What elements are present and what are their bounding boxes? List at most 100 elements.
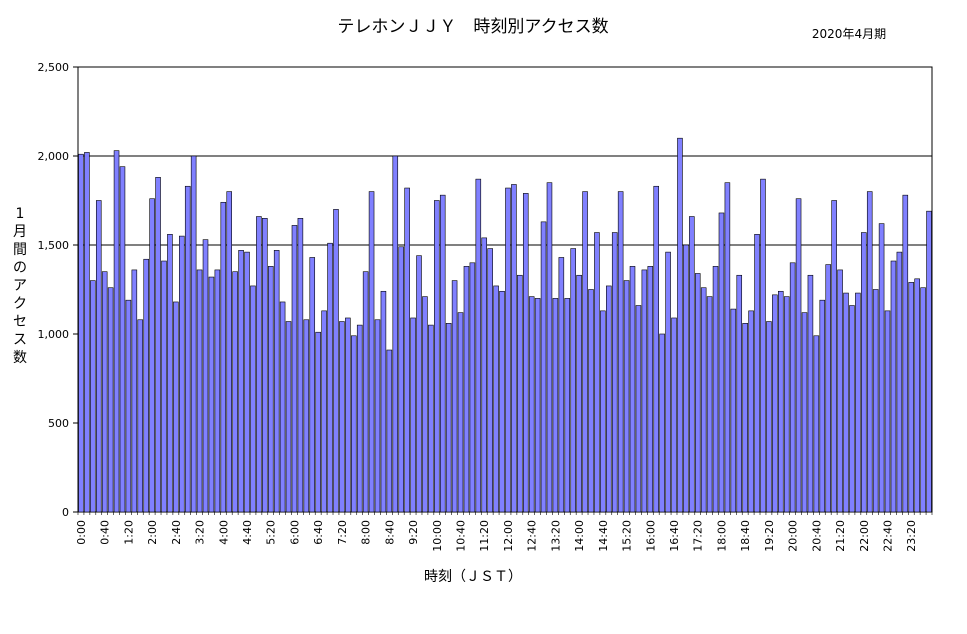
x-tick-label: 0:40 (99, 520, 112, 545)
x-tick-label: 17:20 (692, 520, 705, 552)
bar (606, 285, 612, 513)
bar (291, 225, 298, 513)
bar (386, 349, 393, 513)
bar (766, 321, 772, 513)
bar (671, 317, 677, 513)
x-axis-label: 時刻（ＪＳＴ） (424, 569, 522, 585)
bar (321, 310, 327, 513)
bar (84, 152, 90, 513)
bar (362, 271, 369, 513)
x-tick-label: 12:40 (526, 520, 539, 552)
bar (801, 312, 808, 513)
bar (760, 178, 766, 513)
bar (831, 200, 837, 513)
bar (736, 274, 743, 513)
bar (339, 321, 345, 513)
x-tick-label: 8:00 (360, 520, 373, 545)
x-tick-label: 20:40 (810, 520, 823, 552)
x-tick-label: 16:00 (644, 520, 657, 552)
bar (540, 221, 547, 513)
bar (623, 280, 630, 513)
x-tick-label: 23:20 (905, 520, 918, 552)
y-tick-label: 1,500 (38, 239, 70, 252)
bar (819, 299, 826, 513)
bar (333, 209, 339, 513)
y-tick-label: 2,000 (38, 150, 70, 163)
bar (534, 298, 541, 513)
bar (374, 319, 381, 513)
bar (570, 248, 576, 513)
bar (475, 178, 482, 513)
bar (226, 191, 232, 513)
bar (783, 296, 790, 513)
bar (594, 232, 600, 513)
bar (706, 296, 713, 513)
bar (155, 177, 161, 513)
bar (309, 257, 316, 513)
bar (528, 296, 535, 513)
bar (196, 269, 203, 513)
bar (849, 305, 855, 513)
x-tick-label: 19:20 (763, 520, 776, 552)
bar (647, 266, 654, 513)
bar (499, 290, 505, 513)
bar (143, 258, 149, 513)
bar (107, 287, 114, 513)
bar (677, 137, 683, 513)
bar (428, 324, 434, 513)
bar (279, 301, 286, 513)
x-tick-label: 10:00 (431, 520, 444, 552)
bar (558, 257, 565, 513)
bar (457, 312, 464, 513)
bar (896, 251, 903, 513)
x-tick-label: 9:20 (407, 520, 420, 545)
bar (843, 292, 849, 513)
bar (611, 232, 618, 513)
bar (890, 260, 897, 513)
x-tick-label: 22:40 (882, 520, 895, 552)
bar (564, 298, 571, 513)
bar (119, 166, 126, 513)
x-tick-label: 8:40 (383, 520, 396, 545)
bar (493, 285, 499, 513)
bar (576, 274, 582, 513)
x-tick-label: 18:00 (715, 520, 728, 552)
bar (398, 246, 404, 513)
x-tick-label: 6:40 (312, 520, 325, 545)
bar (505, 187, 511, 513)
bar (712, 266, 719, 513)
y-tick-label: 1,000 (38, 328, 70, 341)
x-tick-label: 14:00 (573, 520, 586, 552)
bar (813, 335, 820, 513)
bar (807, 274, 814, 513)
bar (546, 182, 553, 513)
x-tick-label: 16:40 (668, 520, 681, 552)
bar (926, 210, 932, 513)
bar (511, 184, 517, 513)
bar (173, 301, 179, 513)
bar (718, 212, 725, 513)
bar (208, 276, 215, 513)
x-tick-label: 5:20 (265, 520, 278, 545)
x-tick-label: 2:00 (146, 520, 159, 545)
x-tick-label: 11:20 (478, 520, 491, 552)
bar (463, 266, 470, 513)
bar (404, 187, 410, 513)
bar (914, 278, 920, 513)
bar (730, 308, 737, 513)
x-tick-label: 7:20 (336, 520, 349, 545)
bar (861, 232, 867, 513)
x-tick-label: 4:00 (217, 520, 230, 545)
y-tick-label: 0 (62, 506, 69, 519)
bar (659, 333, 665, 513)
y-axis-label: 1 月間のアクセス数 (13, 206, 27, 366)
bar (635, 305, 642, 513)
bar (439, 194, 446, 513)
bar (789, 262, 796, 513)
bar (600, 310, 606, 513)
bar (214, 269, 221, 513)
y-tick-label: 2,500 (38, 61, 70, 74)
bar (665, 251, 671, 513)
bar (161, 260, 167, 513)
